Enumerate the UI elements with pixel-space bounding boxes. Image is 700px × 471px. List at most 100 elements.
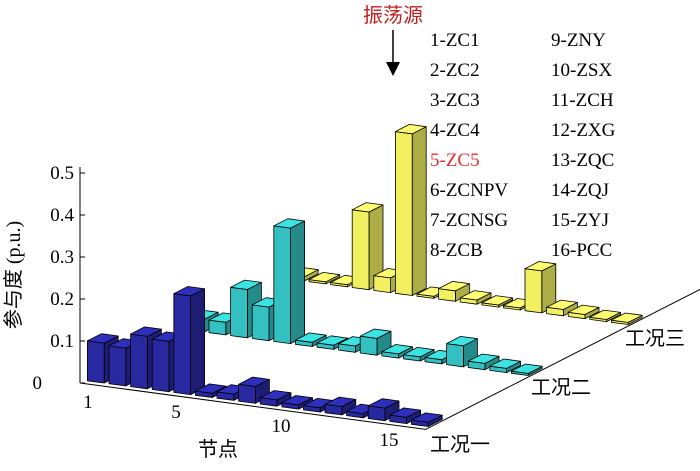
x-tick-label: 10	[272, 416, 291, 437]
bar-top	[389, 407, 422, 418]
x-tick-label: 15	[380, 430, 399, 451]
legend-item: 1-ZC1	[430, 30, 480, 51]
bar-front	[251, 304, 270, 342]
bar-top	[438, 280, 470, 292]
bar-series1-node5	[173, 286, 206, 396]
legend-item: 9-ZNY	[551, 30, 606, 51]
bar-top	[359, 328, 392, 339]
legend-item: 3-ZC3	[430, 90, 480, 111]
bar-series2-node6	[294, 332, 327, 347]
y-axis: 0 0.1 0.2 0.3 0.4 0.5 参与度 (p.u.)	[2, 163, 75, 394]
bar-side	[411, 126, 427, 296]
legend-item: 4-ZC4	[430, 120, 480, 141]
bar-series1-node12	[324, 396, 357, 416]
bar-series3-node15	[589, 309, 621, 323]
bar-top	[402, 346, 435, 358]
bar-top	[316, 335, 349, 346]
series-label-2: 工况二	[531, 377, 591, 399]
bar-series1-node9	[259, 390, 292, 407]
bar-top	[589, 309, 621, 320]
legend-item: 16-PCC	[551, 240, 612, 261]
legend-item: 6-ZCNPV	[430, 180, 508, 201]
bar-front	[524, 268, 543, 314]
bar-front	[273, 225, 292, 345]
bar-top	[324, 396, 357, 407]
bar-top	[524, 261, 557, 272]
bar-top	[459, 290, 492, 301]
bar-top	[410, 412, 443, 423]
bar-top	[394, 124, 427, 135]
annotation-arrow-head	[386, 62, 400, 76]
bar-top	[238, 376, 270, 387]
bar-top	[259, 390, 292, 401]
bar-top	[308, 271, 341, 283]
bar-top	[489, 358, 521, 369]
y-tick-label: 0	[33, 373, 43, 394]
bar-side	[190, 288, 206, 396]
bar-series3-node6	[394, 124, 427, 296]
y-tick-label: 0.2	[50, 289, 74, 310]
bar-side	[290, 220, 306, 345]
bar-top	[367, 398, 400, 409]
depth-axis: 工况一 工况二 工况三	[430, 328, 685, 456]
bar-top	[294, 332, 327, 343]
bar-top	[194, 383, 227, 394]
bar-front	[130, 333, 148, 390]
bar-top	[510, 363, 543, 374]
bar-front	[87, 340, 105, 384]
bar-series3-node2	[308, 271, 341, 285]
bar-top	[173, 286, 206, 297]
bar-series3-node14	[567, 304, 600, 320]
series-label-3: 工况三	[625, 328, 685, 350]
bar-top	[611, 312, 643, 323]
legend-item: 10-ZSX	[551, 60, 613, 81]
legend-item: 7-ZCNSG	[430, 210, 508, 231]
bar-front	[230, 286, 248, 339]
bar-top	[351, 202, 384, 213]
legend-item: 12-ZXG	[551, 120, 616, 141]
bar-series1-node14	[367, 398, 400, 422]
y-axis-label: 参与度 (p.u.)	[2, 221, 25, 329]
axes-frame	[79, 167, 700, 430]
bar-top	[230, 279, 262, 290]
x-tick-label: 5	[171, 402, 181, 423]
y-tick-label: 0.3	[50, 247, 74, 268]
bar-front	[108, 345, 127, 387]
bar-top	[381, 344, 414, 355]
bar-top	[281, 395, 314, 406]
bar-top	[130, 326, 162, 337]
legend: 1-ZC1 2-ZC2 3-ZC3 4-ZC4 5-ZC5 6-ZCNPV 7-…	[430, 30, 616, 261]
x-axis: 1 5 10 15 节点	[83, 392, 398, 461]
legend-item: 2-ZC2	[430, 60, 480, 81]
bar-top	[273, 218, 306, 229]
bar-front	[373, 275, 392, 294]
x-tick-label: 1	[83, 392, 93, 413]
y-tick-label: 0.5	[50, 163, 74, 184]
oscillation-source-annotation: 振荡源	[363, 4, 423, 76]
bar-series3-node12	[524, 261, 557, 314]
legend-item: 11-ZCH	[551, 90, 614, 111]
y-tick-label: 0.4	[50, 205, 74, 226]
legend-item: 14-ZQJ	[551, 180, 609, 201]
bars	[87, 124, 643, 427]
bar-series3-node16	[611, 312, 643, 325]
depth-axis-line	[425, 288, 700, 430]
legend-item: 8-ZCB	[430, 240, 483, 261]
bar-top	[446, 335, 478, 347]
bar-series2-node5	[273, 218, 306, 345]
bar-top	[546, 299, 578, 310]
bar-front	[173, 293, 192, 396]
annotation-text: 振荡源	[363, 4, 423, 27]
legend-item: 13-ZQC	[551, 150, 614, 171]
bar-front	[238, 383, 256, 404]
legend-item: 15-ZYJ	[551, 210, 609, 231]
bar-front	[394, 131, 413, 296]
bar-series2-node15	[489, 358, 521, 374]
bar-front	[359, 335, 378, 356]
bar-front	[351, 209, 370, 291]
bar-series2-node16	[510, 363, 543, 376]
bar-series1-node8	[238, 376, 270, 404]
bar-series3-node10	[481, 295, 513, 308]
bar-top	[87, 333, 119, 344]
